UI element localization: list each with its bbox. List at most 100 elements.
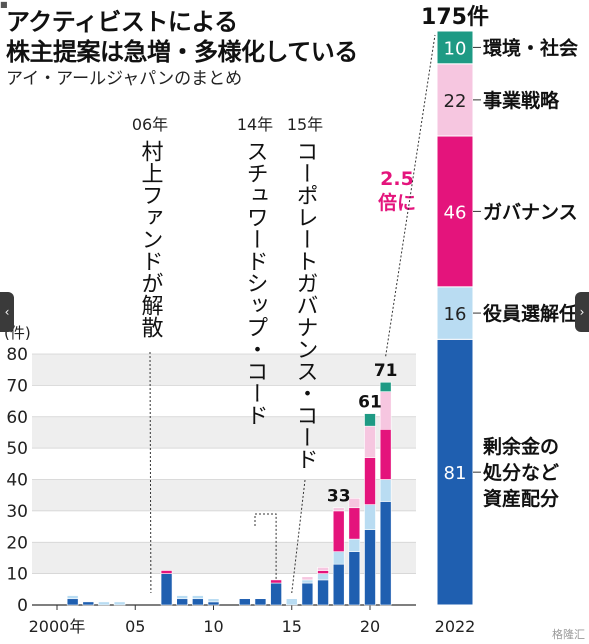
x-tick-label: 10	[203, 617, 223, 636]
grid-band	[32, 416, 416, 449]
corner-mark: ■	[0, 0, 8, 9]
bar-segment-asset	[66, 598, 79, 606]
bar-segment-asset	[301, 582, 314, 606]
bar-segment-officer	[192, 595, 204, 600]
bar-segment-governance	[270, 579, 282, 584]
bar-total-label: 71	[374, 361, 398, 381]
bar-segment-asset	[379, 501, 392, 606]
bar-total-label: 33	[327, 487, 351, 507]
bar-segment-asset	[364, 529, 376, 606]
bar-segment-officer	[113, 601, 126, 606]
bar-segment-asset	[254, 598, 267, 606]
category-label: ガバナンス	[483, 201, 578, 223]
y-tick-label: 70	[6, 376, 28, 396]
grid-band	[32, 354, 416, 386]
watermark: 格隆汇	[552, 628, 585, 641]
column-2022-value-label: 22	[444, 91, 467, 112]
bar-segment-officer	[66, 595, 79, 600]
growth-callout: 2.5	[380, 168, 414, 190]
bar-segment-asset	[317, 579, 329, 606]
bar-segment-officer	[317, 573, 329, 581]
bar-segment-governance	[317, 570, 329, 574]
bar-segment-business	[364, 425, 376, 458]
event-year-label: 14年	[237, 115, 273, 134]
bar-segment-officer	[207, 598, 220, 603]
bar-segment-asset	[192, 598, 204, 606]
bar-segment-environment	[379, 381, 392, 392]
grid-band	[32, 385, 416, 417]
bar-segment-governance	[379, 428, 392, 480]
event-leader-line	[254, 513, 277, 583]
event-label: スチュワードシップ・コード	[243, 140, 268, 426]
bar-segment-business	[317, 567, 329, 571]
bar-segment-asset	[176, 598, 188, 606]
grid-band	[32, 448, 416, 480]
column-2022-segment	[436, 30, 474, 65]
y-tick-label: 80	[6, 345, 28, 365]
bar-segment-asset	[207, 601, 220, 606]
event-leader-line	[291, 479, 306, 594]
column-2022-segment	[436, 135, 474, 288]
bar-segment-governance	[160, 570, 173, 574]
category-label: 事業戦略	[483, 89, 560, 112]
column-2022-value-label: 81	[444, 463, 467, 484]
chevron-right-icon[interactable]: ›	[575, 292, 589, 332]
chart-title-line-1: アクティビストによる	[6, 8, 238, 36]
bar-segment-business	[301, 576, 314, 581]
bar-segment-asset	[82, 601, 95, 606]
y-tick-label: 20	[6, 533, 28, 553]
bar-segment-officer	[176, 595, 188, 600]
bar-segment-asset	[270, 582, 282, 606]
column-2022-total-label: 175件	[421, 5, 489, 30]
event-year-label: 15年	[287, 115, 323, 134]
bar-segment-asset	[239, 598, 251, 606]
column-2022-value-label: 10	[444, 38, 467, 59]
bar-segment-governance	[364, 457, 376, 505]
y-tick-label: 10	[6, 565, 28, 585]
chart-title-line-2: 株主提案は急増・多様化している	[6, 38, 358, 66]
bar-segment-asset	[332, 563, 345, 606]
chart-subtitle: アイ・アールジャパンのまとめ	[6, 69, 243, 89]
column-2022-value-label: 16	[444, 304, 467, 325]
bar-total-label: 61	[358, 393, 382, 413]
column-2022-value-label: 46	[444, 202, 467, 223]
bar-segment-asset	[160, 573, 173, 606]
bar-segment-officer	[364, 504, 376, 531]
chevron-left-icon[interactable]: ‹	[0, 292, 14, 332]
category-label: 処分など	[483, 461, 559, 484]
y-tick-label: 60	[6, 408, 28, 428]
x-tick-label: 20	[360, 617, 380, 636]
bar-segment-business	[332, 507, 345, 512]
category-label: 環境・社会	[483, 36, 578, 59]
y-tick-label: 50	[6, 439, 28, 459]
bar-segment-governance	[348, 507, 361, 540]
event-label: 村上ファンドが解散	[138, 140, 164, 338]
y-tick-label: 30	[6, 502, 28, 522]
bar-segment-officer	[332, 551, 345, 565]
x-tick-label: 05	[125, 617, 145, 636]
bar-segment-environment	[364, 413, 376, 427]
y-tick-label: 0	[17, 596, 28, 616]
event-label: コーポレートガバナンス・コード	[293, 140, 318, 470]
column-2022-segment	[436, 338, 474, 606]
bar-segment-officer	[301, 579, 314, 584]
bar-segment-governance	[332, 510, 345, 552]
x-tick-label: 15	[282, 617, 302, 636]
category-label: 資産配分	[483, 487, 559, 510]
bar-segment-officer	[348, 538, 361, 552]
bar-segment-officer	[285, 598, 298, 606]
column-2022-segment	[436, 286, 474, 340]
bar-segment-business	[348, 498, 361, 509]
event-leader-line	[149, 351, 152, 594]
x-tick-label-2022: 2022	[435, 617, 476, 636]
bar-segment-officer	[379, 479, 392, 502]
bar-segment-asset	[348, 551, 361, 606]
y-tick-label: 40	[6, 471, 28, 491]
category-label: 剰余金の	[482, 435, 559, 458]
growth-callout: 倍に	[378, 191, 416, 214]
event-year-label: 06年	[132, 115, 168, 134]
bar-segment-officer	[98, 601, 110, 606]
category-label: 役員選解任	[483, 302, 578, 325]
x-tick-label: 2000年	[29, 617, 86, 636]
